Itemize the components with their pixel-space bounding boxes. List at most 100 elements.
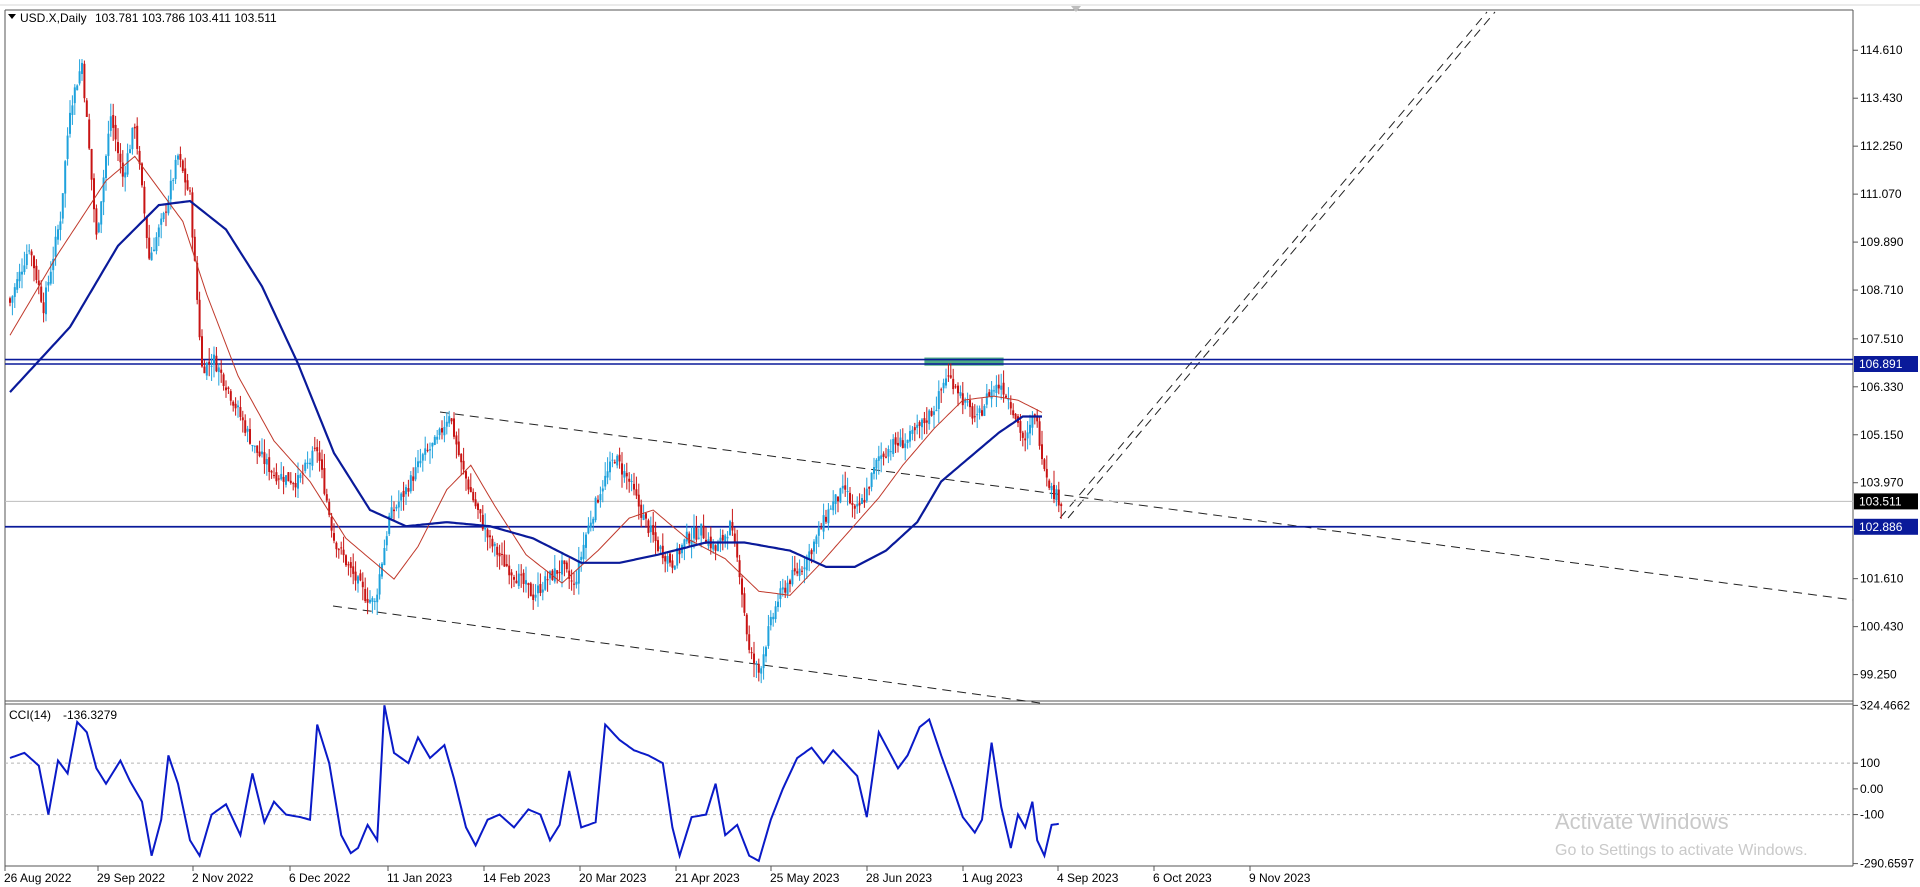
candle[interactable] [201,329,203,368]
candle[interactable] [510,569,513,589]
candle[interactable] [443,416,446,443]
candle[interactable] [985,383,988,409]
candle[interactable] [853,503,856,520]
candle[interactable] [441,420,443,440]
candle[interactable] [561,553,563,588]
candle[interactable] [373,598,376,610]
candle[interactable] [90,148,93,191]
candle[interactable] [289,472,292,485]
candle[interactable] [306,451,309,469]
candle[interactable] [925,407,928,435]
candle[interactable] [239,395,242,421]
candle[interactable] [637,483,640,520]
candle[interactable] [911,426,914,441]
candle[interactable] [654,521,657,555]
candle[interactable] [573,572,575,595]
candle[interactable] [589,510,592,532]
candle[interactable] [71,95,74,125]
candle[interactable] [875,458,878,480]
candle[interactable] [529,581,532,597]
candle[interactable] [937,380,940,423]
candle[interactable] [333,523,335,544]
candle[interactable] [11,295,14,316]
candle[interactable] [42,292,45,323]
candle[interactable] [181,159,184,174]
candle[interactable] [270,469,273,479]
candle[interactable] [983,404,986,417]
candle[interactable] [237,400,239,418]
candle[interactable] [385,531,388,552]
candle[interactable] [525,566,527,593]
candle[interactable] [304,459,307,474]
symbol-dropdown-icon[interactable] [8,14,16,19]
candle[interactable] [683,538,686,561]
candle[interactable] [505,554,508,568]
candle[interactable] [25,244,28,270]
candle[interactable] [268,449,271,481]
candle[interactable] [294,472,297,498]
candle[interactable] [160,213,163,239]
candle[interactable] [669,550,671,567]
candle[interactable] [565,560,568,573]
candle[interactable] [313,436,316,452]
candle[interactable] [829,505,832,510]
candle[interactable] [817,521,820,548]
candle[interactable] [527,582,530,599]
candle[interactable] [57,224,59,245]
candle[interactable] [549,570,551,586]
candle[interactable] [616,454,619,469]
candle[interactable] [229,389,232,406]
candle[interactable] [220,359,223,383]
candle[interactable] [1041,430,1043,465]
candle[interactable] [1036,409,1039,428]
candle[interactable] [352,553,355,585]
candle[interactable] [325,488,328,503]
candle[interactable] [126,143,129,177]
candle[interactable] [203,360,206,374]
candle[interactable] [628,472,631,493]
candle[interactable] [899,429,902,448]
candle[interactable] [865,477,868,503]
candle[interactable] [45,281,47,322]
candle[interactable] [450,417,453,425]
candle[interactable] [981,398,983,417]
candle[interactable] [585,532,587,560]
candle[interactable] [661,533,664,565]
candle[interactable] [954,384,957,389]
candle[interactable] [213,346,215,378]
candle[interactable] [337,547,340,559]
candle[interactable] [78,59,81,86]
candle[interactable] [995,375,998,408]
resistance-zone[interactable] [924,357,1004,366]
candle[interactable] [539,573,542,597]
candle[interactable] [282,466,285,495]
candle[interactable] [1038,417,1041,450]
candle[interactable] [249,418,251,445]
candle[interactable] [424,436,427,461]
candle[interactable] [383,539,386,566]
candle[interactable] [834,493,837,515]
candle[interactable] [517,564,520,590]
candle[interactable] [621,452,623,488]
candle[interactable] [760,666,763,684]
rising-trendline-inner[interactable] [1067,11,1496,519]
candle[interactable] [23,251,26,275]
candle[interactable] [479,508,482,523]
candle[interactable] [421,452,424,472]
candle[interactable] [265,453,268,476]
candle[interactable] [733,527,736,547]
candle[interactable] [887,445,890,464]
candle[interactable] [244,414,247,437]
candle[interactable] [916,414,919,435]
candle[interactable] [1005,393,1007,399]
candle[interactable] [901,428,904,449]
main-plot-area[interactable] [5,10,1853,701]
candle[interactable] [642,504,645,521]
candle[interactable] [738,554,741,585]
candle[interactable] [786,575,789,599]
fast-moving-average-line[interactable] [9,155,1043,596]
candle[interactable] [889,439,892,461]
candle[interactable] [947,363,950,382]
candle[interactable] [258,440,261,458]
candle[interactable] [568,558,571,590]
